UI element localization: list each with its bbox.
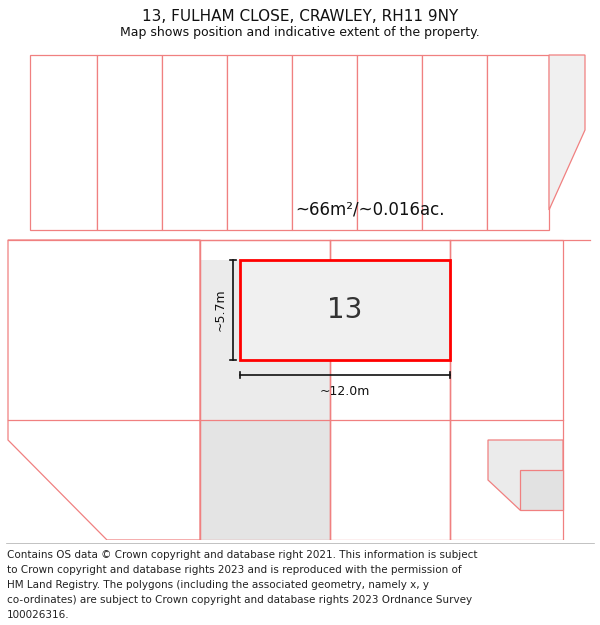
Text: 100026316.: 100026316.	[7, 610, 70, 620]
Text: 13: 13	[328, 296, 362, 324]
Polygon shape	[30, 55, 97, 230]
Text: Contains OS data © Crown copyright and database right 2021. This information is : Contains OS data © Crown copyright and d…	[7, 550, 478, 560]
Polygon shape	[487, 55, 549, 230]
Polygon shape	[292, 55, 357, 230]
Text: co-ordinates) are subject to Crown copyright and database rights 2023 Ordnance S: co-ordinates) are subject to Crown copyr…	[7, 595, 472, 605]
Text: ~5.7m: ~5.7m	[214, 289, 227, 331]
Polygon shape	[488, 440, 563, 510]
Polygon shape	[422, 55, 487, 230]
Text: ~66m²/~0.016ac.: ~66m²/~0.016ac.	[295, 201, 445, 219]
Polygon shape	[549, 55, 585, 210]
Text: ~12.0m: ~12.0m	[320, 385, 370, 398]
Polygon shape	[8, 240, 200, 540]
Text: to Crown copyright and database rights 2023 and is reproduced with the permissio: to Crown copyright and database rights 2…	[7, 565, 462, 575]
Text: 13, FULHAM CLOSE, CRAWLEY, RH11 9NY: 13, FULHAM CLOSE, CRAWLEY, RH11 9NY	[142, 9, 458, 24]
Polygon shape	[97, 55, 162, 230]
Polygon shape	[520, 470, 563, 510]
Polygon shape	[200, 420, 330, 540]
Text: HM Land Registry. The polygons (including the associated geometry, namely x, y: HM Land Registry. The polygons (includin…	[7, 580, 429, 590]
Polygon shape	[240, 260, 450, 360]
Text: Map shows position and indicative extent of the property.: Map shows position and indicative extent…	[120, 26, 480, 39]
Polygon shape	[200, 260, 330, 420]
Polygon shape	[357, 55, 422, 230]
Polygon shape	[227, 55, 292, 230]
Polygon shape	[162, 55, 227, 230]
